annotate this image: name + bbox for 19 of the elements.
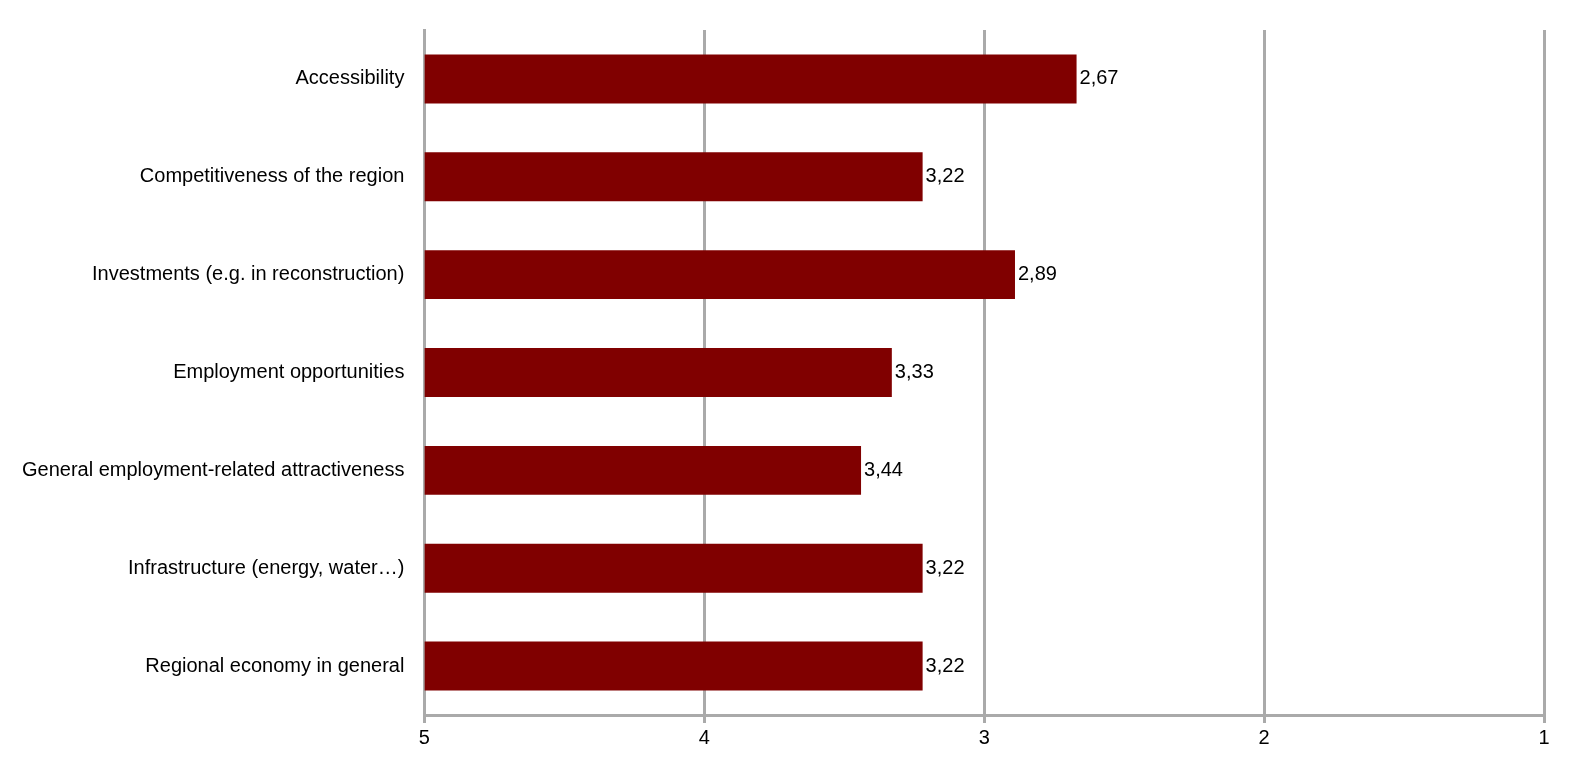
y-tick-label: Infrastructure (energy, water…) xyxy=(128,555,405,578)
y-tick-label: Employment opportunities xyxy=(173,360,405,383)
data-label: 2,89 xyxy=(1017,262,1057,285)
x-tick-label: 2 xyxy=(1258,725,1270,748)
y-tick-label: Competitiveness of the region xyxy=(139,164,405,187)
y-tick-label: Investments (e.g. in reconstruction) xyxy=(92,262,405,285)
data-label: 3,22 xyxy=(925,653,965,676)
x-tick-label: 1 xyxy=(1538,725,1550,748)
data-label: 3,33 xyxy=(894,360,934,383)
data-label: 2,67 xyxy=(1079,66,1119,89)
x-tick-label: 5 xyxy=(418,725,430,748)
x-tick-label: 4 xyxy=(698,725,710,748)
data-label: 3,22 xyxy=(925,164,965,187)
data-label: 3,44 xyxy=(864,457,903,480)
y-tick-label: Accessibility xyxy=(295,66,405,89)
data-label: 3,22 xyxy=(925,555,965,578)
x-tick-label: 3 xyxy=(978,725,990,748)
y-tick-label: Regional economy in general xyxy=(145,653,405,676)
y-tick-label: General employment-related attractiveness xyxy=(22,457,405,480)
